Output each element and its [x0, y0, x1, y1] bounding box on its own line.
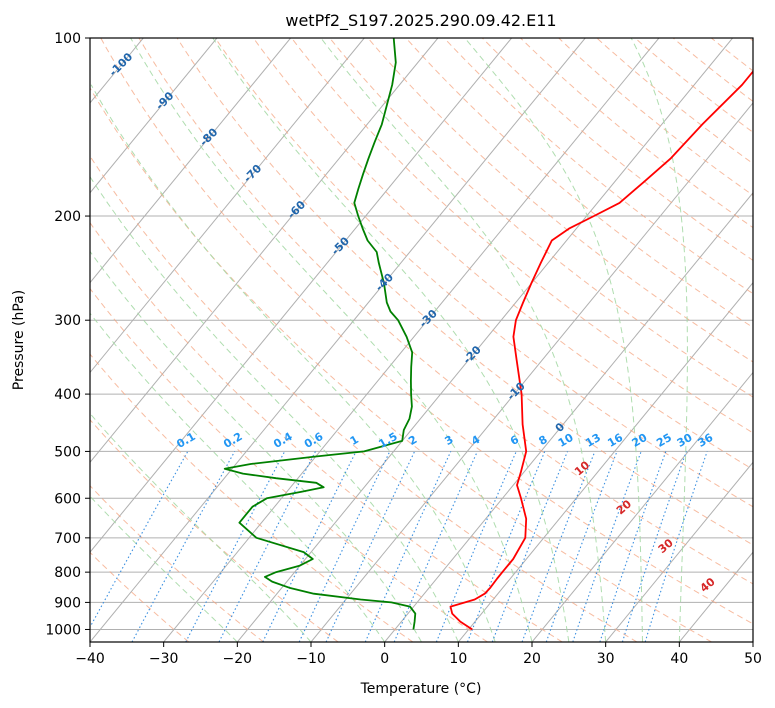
isotherm-line [752, 641, 753, 642]
x-tick-label: 50 [744, 651, 762, 667]
isotherm-line [90, 38, 512, 553]
axes: −40 −30 −20 −10 0 10 20 30 40 50 1000 900 800 700 600 5… [45, 31, 762, 667]
x-tick-label: 10 [449, 651, 467, 667]
x-tick-label: −40 [75, 651, 105, 667]
dry-adiabat [520, 38, 753, 229]
isotherm-line [531, 371, 753, 642]
dry-adiabat [481, 38, 753, 261]
x-tick-label: 20 [523, 651, 541, 667]
mixing-ratio-line [298, 451, 391, 642]
y-tick-label: 400 [54, 387, 81, 403]
mixing-ratio-line [262, 451, 357, 642]
temperature-profile [449, 70, 753, 631]
dry-adiabat [90, 287, 488, 642]
dry-adiabat [100, 38, 753, 625]
mixing-ratio-line [90, 451, 189, 629]
moist-adiabat [90, 312, 386, 642]
mixing-ratio-line [131, 451, 236, 642]
mixing-ratio-line [393, 451, 478, 642]
dry-adiabat [90, 485, 264, 642]
mixing-ratio-line [364, 451, 452, 642]
dry-adiabat [138, 38, 753, 585]
y-tick-label: 900 [54, 595, 81, 611]
dry-adiabat [214, 38, 753, 508]
isotherm-line [310, 102, 753, 642]
isotherm-line [236, 38, 733, 642]
x-tick-label: 30 [597, 651, 615, 667]
dry-adiabat [90, 87, 712, 642]
dewpoint-profile [223, 38, 417, 630]
y-tick-label: 500 [54, 444, 81, 460]
plot-grid [90, 38, 753, 642]
dry-adiabat [367, 38, 753, 363]
y-tick-label: 800 [54, 565, 81, 581]
y-tick-label: 700 [54, 531, 81, 547]
mixing-ratio-line [572, 451, 642, 642]
y-tick-label: 200 [54, 209, 81, 225]
isotherm-line [457, 281, 753, 642]
moist-adiabat [464, 38, 643, 642]
mixing-ratio-line [545, 451, 618, 642]
chart-title: wetPf2_S197.2025.290.09.42.E11 [285, 11, 556, 31]
isotherm-line [90, 38, 439, 464]
x-tick-label: 0 [380, 651, 389, 667]
x-tick-label: −30 [149, 651, 179, 667]
plot-frame [89, 37, 754, 643]
plot-lines [223, 38, 753, 631]
moist-adiabat [320, 38, 607, 642]
moist-adiabat [630, 38, 688, 642]
mixing-ratio-line [599, 451, 667, 642]
isotherm-line [384, 192, 753, 642]
x-tick-label: −10 [296, 651, 326, 667]
dry-adiabat [90, 155, 638, 642]
mixing-ratio-line [435, 451, 517, 642]
plot-background [90, 38, 753, 642]
isotherm-line [90, 38, 291, 284]
y-tick-label: 600 [54, 491, 81, 507]
isotherm-line [90, 38, 586, 642]
mixing-ratio-line [325, 451, 416, 642]
isotherm-line [163, 38, 660, 642]
dry-adiabat [329, 38, 753, 398]
mixing-ratio-line [621, 451, 687, 642]
moist-adiabat [90, 495, 238, 642]
dry-adiabat [90, 221, 563, 642]
moist-adiabat [212, 38, 570, 642]
dry-adiabat [176, 38, 753, 546]
dry-adiabat [443, 38, 753, 295]
x-axis-label: Temperature (°C) [360, 681, 482, 697]
y-axis-label: Pressure (hPa) [11, 290, 27, 390]
moist-adiabat [90, 175, 459, 642]
y-tick-label: 1000 [45, 622, 81, 638]
isotherm-line [90, 38, 218, 194]
moist-adiabat [130, 38, 533, 642]
y-tick-label: 100 [54, 31, 81, 47]
mixing-ratio-line [644, 451, 708, 642]
x-tick-label: −20 [223, 651, 253, 667]
moist-adiabat [90, 84, 496, 642]
isotherm-line [90, 38, 365, 374]
y-tick-label: 300 [54, 313, 81, 329]
x-tick-label: 40 [670, 651, 688, 667]
isotherm-line [605, 461, 753, 642]
